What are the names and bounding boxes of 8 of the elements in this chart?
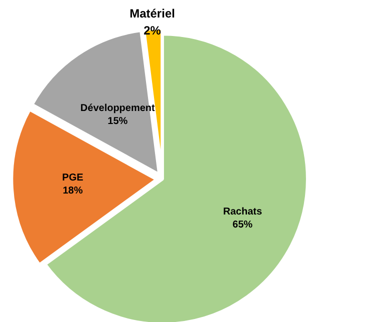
data-label: 65%: [232, 220, 253, 231]
slice-label: Développement: [80, 103, 156, 114]
data-label: 2%: [144, 23, 162, 38]
data-label: 15%: [108, 116, 128, 128]
slice-label: Rachats: [223, 206, 262, 218]
slice-label: PGE: [62, 172, 84, 184]
slice-label: Matériel: [130, 6, 175, 20]
data-label: 18%: [62, 186, 83, 197]
